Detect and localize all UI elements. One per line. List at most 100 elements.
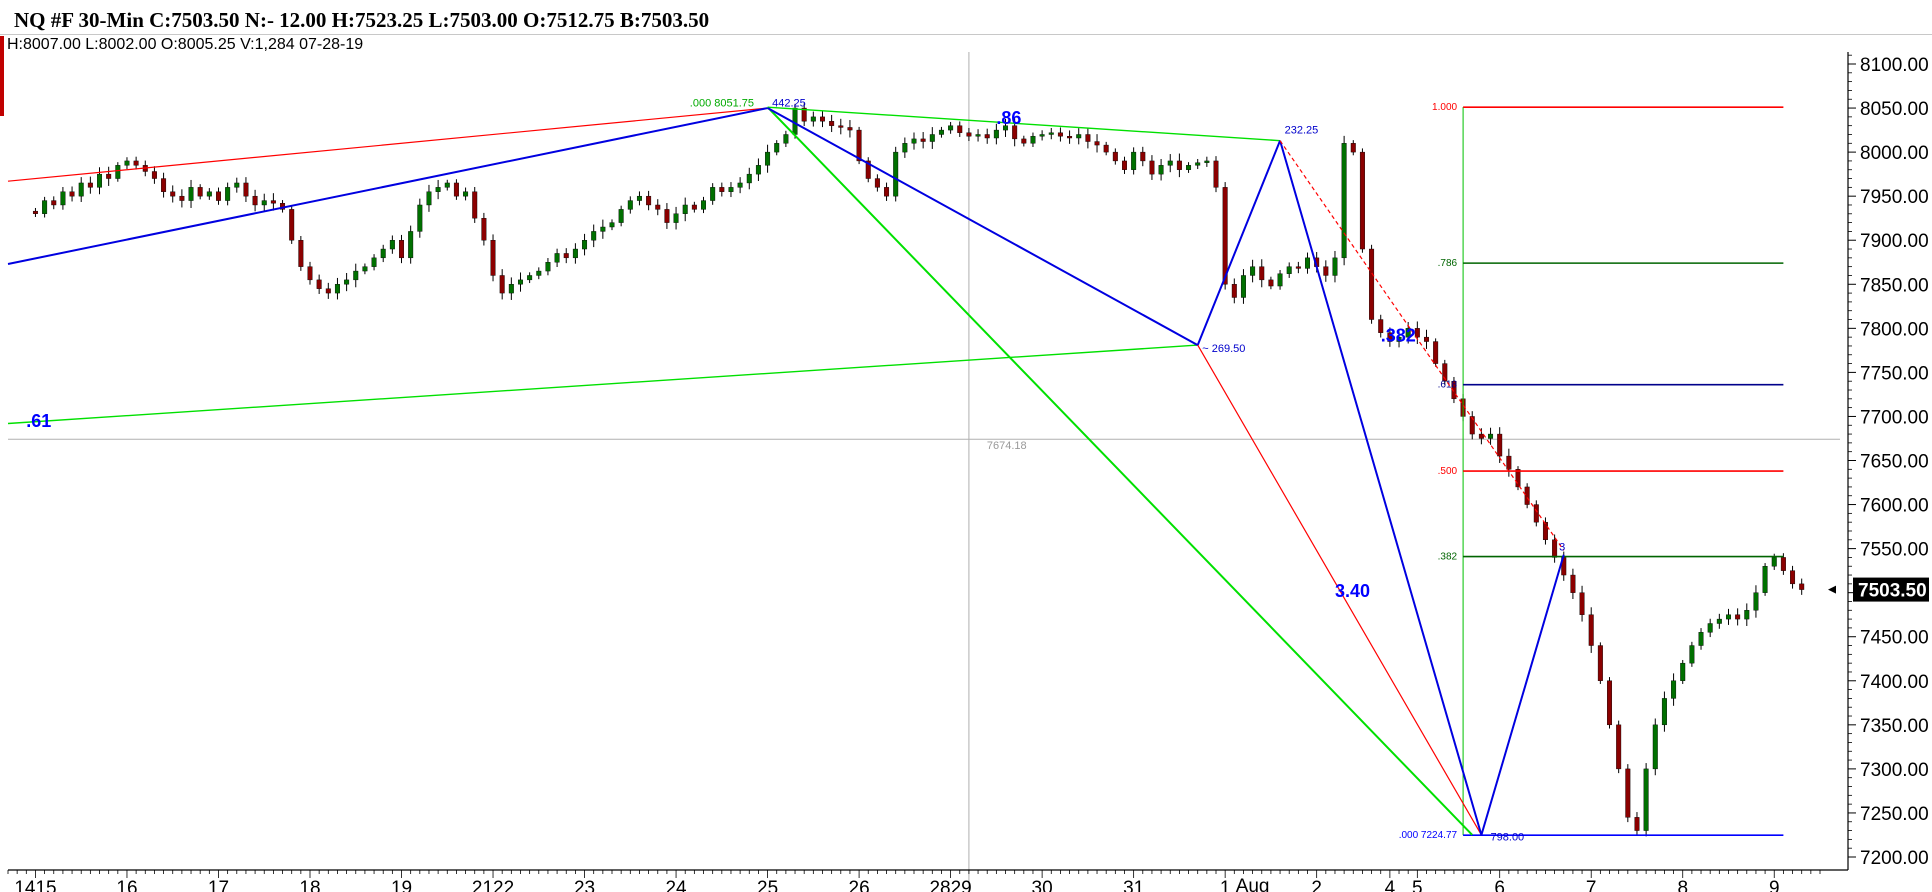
bar-info-readout: H:8007.00 L:8002.00 O:8005.25 V:1,284 07…	[7, 36, 364, 53]
candle-body	[517, 279, 523, 285]
candle-body	[609, 222, 615, 228]
candle-body	[1378, 319, 1384, 333]
candle-body	[1423, 336, 1429, 342]
candle-body	[1021, 138, 1027, 144]
candle-body	[316, 279, 322, 289]
y-tick-label: 8050.00	[1860, 99, 1929, 120]
candle-body	[1039, 134, 1045, 137]
candle-body	[234, 182, 240, 188]
candle-body	[1680, 662, 1686, 681]
candle-body	[106, 173, 112, 179]
candle-body	[417, 204, 423, 232]
candle-body	[829, 121, 835, 126]
candle-body	[215, 191, 221, 201]
red-upper-line	[7, 107, 768, 182]
chart-annotation: .382	[1381, 326, 1416, 346]
x-tick-label: 9	[1769, 878, 1780, 892]
chart-annotation: 442.25	[772, 97, 806, 109]
candle-body	[1771, 557, 1777, 567]
candle-body	[42, 200, 48, 214]
x-tick-label: 18	[299, 878, 320, 892]
chart-annotation: .000 8051.75	[690, 97, 754, 109]
candle-body	[115, 165, 121, 179]
candle-body	[1369, 248, 1375, 320]
candle-body	[527, 275, 533, 281]
candle-body	[1616, 724, 1622, 770]
candle-body	[1085, 134, 1091, 142]
x-tick-label: 31	[1123, 878, 1144, 892]
candle-body	[197, 187, 203, 197]
x-tick-label: 23	[574, 878, 595, 892]
candle-body	[298, 240, 304, 267]
candle-body	[1607, 680, 1613, 726]
candle-body	[1716, 618, 1722, 624]
blue-upper-line	[7, 107, 768, 265]
candle-body	[1442, 363, 1448, 382]
candle-body	[481, 217, 487, 241]
candle-body	[1131, 151, 1137, 170]
candle-body	[1030, 136, 1036, 144]
candle-body	[1305, 257, 1311, 269]
candle-body	[1240, 275, 1246, 298]
candle-body	[353, 270, 359, 281]
x-tick-label: 8	[1677, 878, 1688, 892]
chart-annotation: 3	[1559, 541, 1565, 553]
candle-body	[1552, 539, 1558, 558]
candle-body	[472, 191, 478, 219]
x-tick-label: 25	[757, 878, 778, 892]
candle-body	[1661, 698, 1667, 726]
candle-body	[563, 253, 569, 259]
candle-body	[1698, 632, 1704, 646]
candle-body	[673, 213, 679, 223]
annotation-layer: .86 .382 .61 3.40 232.25 ~ 269.50 798.00 .000 8…	[26, 97, 1565, 843]
x-tick-label: 2	[1311, 878, 1322, 892]
candle-body	[600, 226, 606, 232]
candle-body	[463, 191, 469, 197]
y-tick-label: 7350.00	[1860, 716, 1929, 737]
candle-body	[755, 165, 761, 175]
candle-body	[920, 138, 926, 142]
green-61-line	[7, 344, 1198, 425]
candle-body	[1195, 162, 1201, 166]
candle-body	[1579, 592, 1585, 615]
candle-body	[1149, 160, 1155, 175]
candle-body	[1387, 332, 1393, 342]
y-tick-label: 7250.00	[1860, 804, 1929, 825]
candle-body	[618, 209, 624, 223]
candle-body	[1048, 132, 1054, 135]
candle-body	[408, 231, 414, 259]
candle-body	[838, 125, 844, 128]
candle-body	[1268, 279, 1274, 287]
candle-body	[966, 132, 972, 137]
candle-body	[325, 288, 331, 294]
candle-body	[1570, 574, 1576, 593]
candle-body	[151, 171, 157, 179]
candle-body	[1176, 160, 1182, 170]
chart-title: NQ #F 30-Min C:7503.50 N:- 12.00 H:7523.…	[14, 8, 710, 32]
candle-body	[1488, 433, 1494, 439]
candle-body	[1497, 433, 1503, 457]
candle-body	[737, 182, 743, 188]
green-XD-line	[766, 106, 1473, 836]
candle-body	[801, 107, 807, 122]
candle-body	[948, 125, 954, 131]
candle-body	[344, 279, 350, 285]
candle-body	[399, 240, 405, 259]
candle-body	[746, 173, 752, 184]
candle-body	[929, 134, 935, 142]
candle-body	[1634, 817, 1640, 831]
candle-body	[261, 200, 267, 206]
candle-body	[1405, 328, 1411, 338]
candle-body	[508, 284, 514, 294]
candle-body	[911, 138, 917, 144]
red-dashed-line	[1279, 140, 1565, 551]
candle-body	[1323, 266, 1329, 276]
candle-body	[188, 187, 194, 201]
candle-body	[389, 240, 395, 250]
candle-body	[1277, 273, 1283, 287]
fib-level-label: .000 7224.77	[1399, 830, 1458, 841]
candle-body	[1707, 623, 1713, 633]
x-tick-label: 16	[116, 878, 137, 892]
y-tick-label: 7900.00	[1860, 231, 1929, 252]
